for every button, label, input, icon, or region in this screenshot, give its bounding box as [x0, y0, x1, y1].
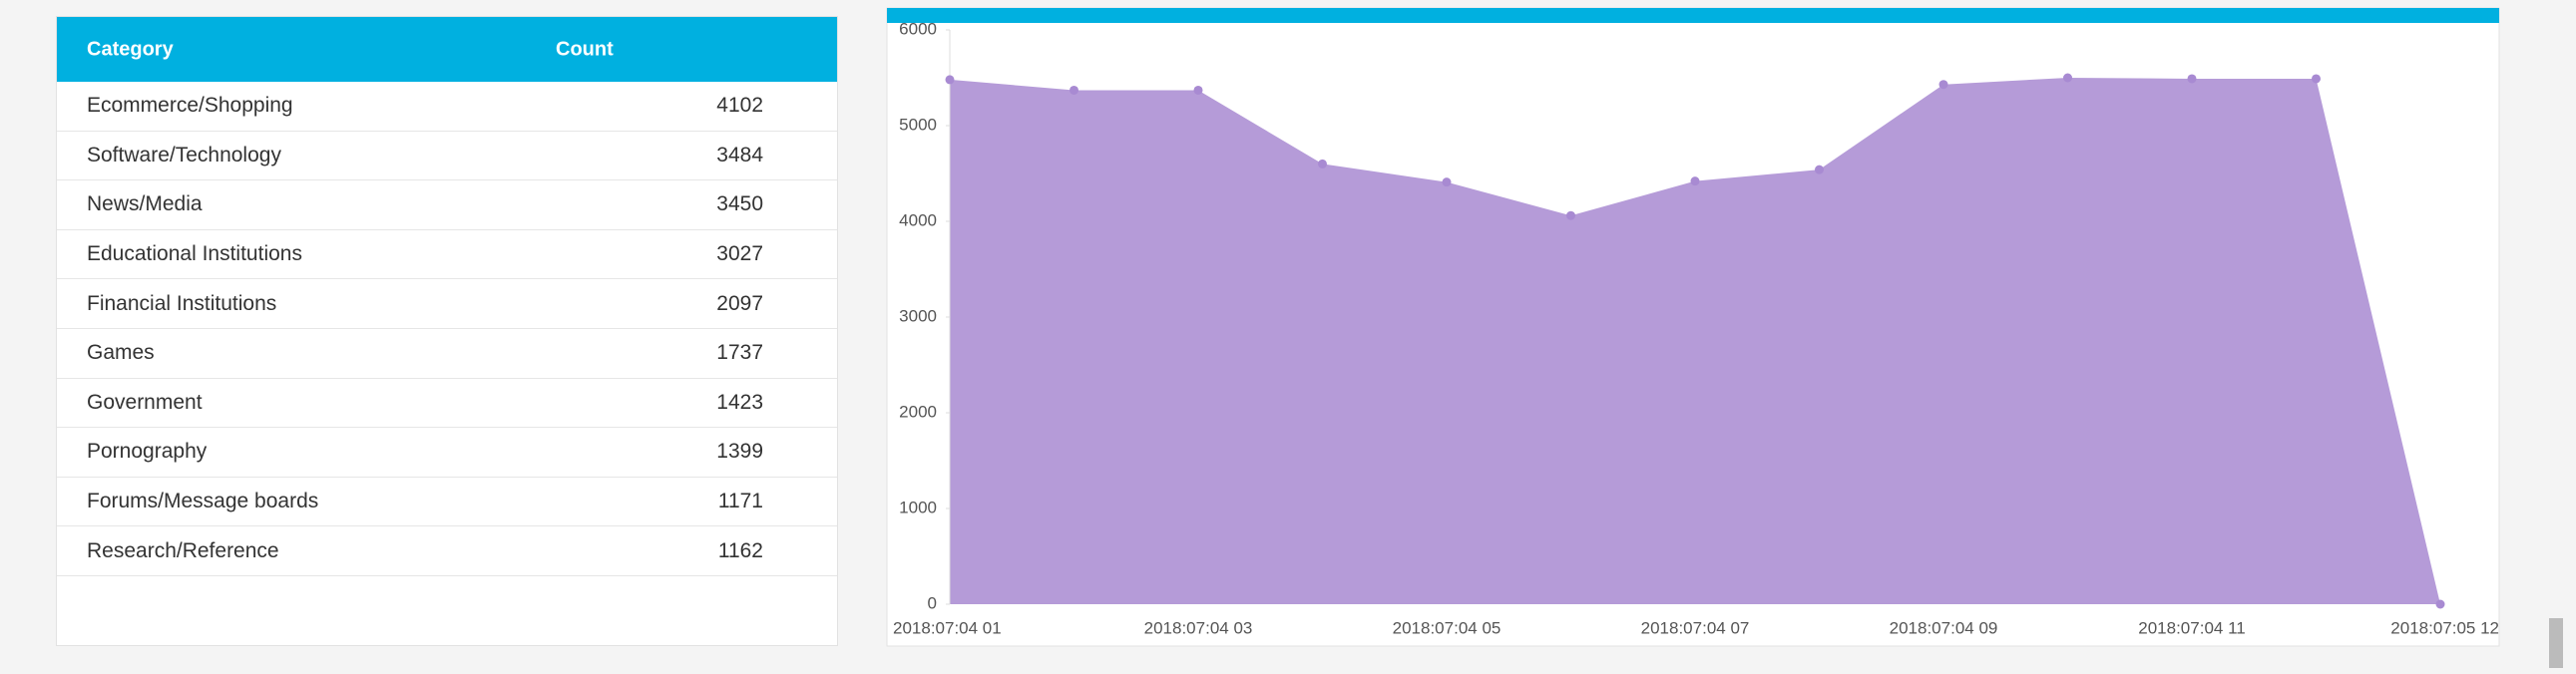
point: [1318, 159, 1327, 168]
table-cell: 1737: [716, 341, 763, 365]
table-cell: 1171: [717, 490, 763, 513]
table-cell: 2097: [716, 291, 763, 315]
table-row: News/Media 3450: [57, 180, 837, 230]
x-tick-label: 2018:07:04 11: [2138, 618, 2245, 637]
table-cell: Ecommerce/Shopping: [87, 94, 293, 118]
table-cell: 3027: [716, 242, 763, 266]
y-tick-label: 6000: [899, 19, 937, 38]
x-tick-label: 2018:07:04 03: [1144, 618, 1253, 637]
scrollbar: [2549, 618, 2563, 668]
point: [2312, 74, 2321, 84]
category-table: Category Count Ecommerce/Shopping 4102 Sof…: [56, 16, 838, 646]
table-cell: Research/Reference: [87, 538, 279, 562]
header-cell: Category: [87, 38, 174, 60]
table-cell: Games: [87, 341, 155, 365]
table-cell: News/Media: [87, 192, 203, 216]
point: [1193, 85, 1203, 95]
point: [2063, 73, 2072, 83]
table-header: Category Count: [57, 17, 837, 82]
table-row: Pornography 1399: [57, 428, 837, 478]
x-tick-label: 2018:07:05 12: [2390, 618, 2499, 637]
x-tick-label: 2018:07:04 05: [1393, 618, 1502, 637]
point: [1938, 80, 1948, 90]
table-row: Government 1423: [57, 379, 837, 429]
point: [2435, 599, 2445, 609]
table-row: Ecommerce/Shopping 4102: [57, 82, 837, 132]
table-row: Educational Institutions 3027: [57, 230, 837, 280]
y-tick-label: 1000: [899, 498, 937, 516]
point: [1442, 177, 1452, 187]
chart-header-bar: [887, 8, 2499, 23]
point: [1690, 176, 1700, 186]
table-row: Research/Reference 1162: [57, 526, 837, 576]
point: [945, 75, 955, 85]
x-tick-label: 2018:07:04 07: [1641, 618, 1750, 637]
table-cell: 1162: [717, 538, 763, 562]
point: [1566, 210, 1575, 220]
table-cell: Forums/Message boards: [87, 490, 319, 513]
y-tick-label: 2000: [899, 402, 937, 421]
y-tick-label: 3000: [899, 306, 937, 325]
table-cell: Financial Institutions: [87, 291, 277, 315]
point: [1815, 165, 1824, 174]
table-cell: 3450: [716, 192, 763, 216]
table-cell: Educational Institutions: [87, 242, 302, 266]
header-cell: Count: [556, 38, 614, 60]
y-tick-label: 4000: [899, 210, 937, 229]
area: [950, 78, 2440, 604]
table-cell: 4102: [716, 94, 763, 118]
table-cell: Pornography: [87, 440, 208, 464]
table-cell: Government: [87, 390, 203, 414]
x-tick-label: 2018:07:04 09: [1890, 618, 1998, 637]
table-cell: 1399: [716, 440, 763, 464]
table-row: Forums/Message boards 1171: [57, 478, 837, 527]
table-row: Games 1737: [57, 329, 837, 379]
x-tick-label: 2018:07:04 01: [893, 618, 1002, 637]
table-cell: Software/Technology: [87, 143, 281, 167]
y-tick-label: 0: [928, 593, 937, 612]
point: [1070, 85, 1078, 95]
table-cell: 1423: [716, 390, 763, 414]
table-cell: 3484: [716, 143, 763, 167]
table-row: Financial Institutions 2097: [57, 279, 837, 329]
point: [2187, 74, 2197, 84]
y-tick-label: 5000: [899, 115, 937, 134]
table-row: Software/Technology 3484: [57, 132, 837, 181]
